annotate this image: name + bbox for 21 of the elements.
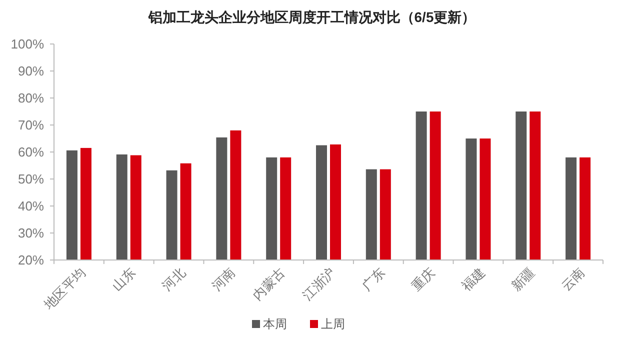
legend-label: 上周	[321, 317, 345, 332]
y-tick-label: 100%	[10, 36, 44, 52]
x-tick-label: 福建	[458, 264, 488, 294]
x-tick-label: 广东	[358, 264, 388, 294]
x-tick-label: 江浙沪	[300, 264, 338, 303]
legend-label: 本周	[263, 317, 287, 332]
x-tick-label: 山东	[109, 264, 138, 294]
y-tick-label: 30%	[18, 226, 44, 241]
y-tick-label: 80%	[18, 90, 44, 106]
x-tick-label: 重庆	[408, 264, 438, 294]
y-tick-label: 40%	[18, 198, 44, 214]
x-tick-label: 河南	[209, 264, 238, 294]
y-tick-label: 60%	[18, 144, 44, 160]
x-tick-label: 河北	[159, 264, 188, 294]
y-tick-label: 90%	[18, 64, 44, 79]
chart-title: 铝加工龙头企业分地区周度开工情况对比（6/5更新）	[147, 9, 476, 25]
x-tick-label: 新疆	[508, 264, 538, 294]
y-tick-label: 50%	[18, 172, 44, 187]
x-tick-label: 内蒙古	[250, 264, 288, 303]
y-tick-label: 70%	[18, 118, 44, 133]
x-tick-label: 云南	[558, 264, 588, 294]
